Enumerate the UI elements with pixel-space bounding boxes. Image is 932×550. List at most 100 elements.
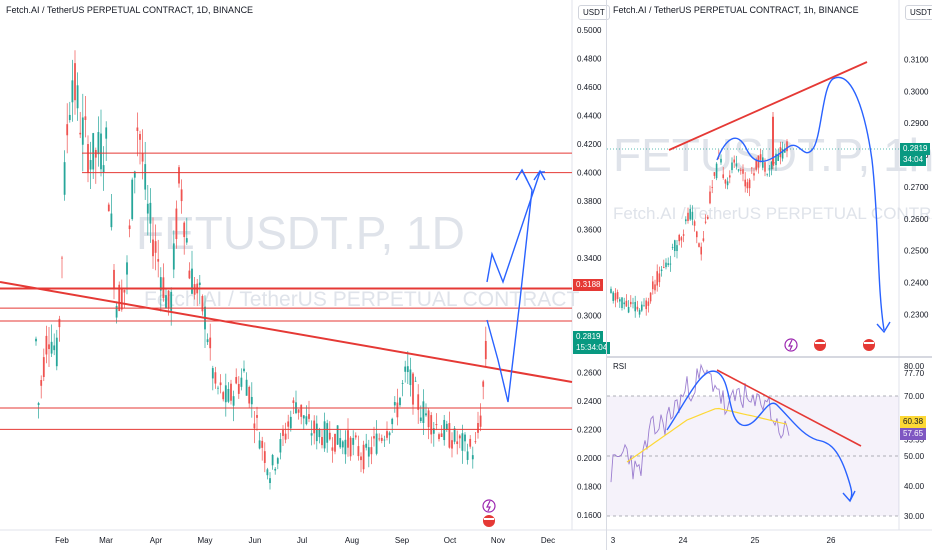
currency-button[interactable]: USDT bbox=[905, 5, 932, 20]
candle-body bbox=[680, 237, 683, 241]
candle-body bbox=[432, 428, 435, 434]
candle-body bbox=[334, 433, 336, 452]
candle-body bbox=[360, 456, 362, 461]
candle-body bbox=[464, 434, 466, 442]
lightning-glyph-icon bbox=[486, 500, 491, 512]
candle-body bbox=[753, 173, 755, 176]
candle-body bbox=[209, 337, 212, 349]
candle-body bbox=[399, 397, 401, 406]
candle-body bbox=[711, 187, 713, 188]
candle-body bbox=[240, 377, 243, 387]
price-tick-label: 0.2300 bbox=[904, 310, 929, 319]
rsi-ma-tag: 60.38 bbox=[900, 416, 927, 428]
candle-body bbox=[698, 243, 700, 247]
candle-body bbox=[227, 388, 230, 402]
daily-chart-panel[interactable]: FETUSDT.P, 1D Fetch.AI / TetherUS PERPET… bbox=[0, 0, 611, 550]
candle-body bbox=[630, 301, 632, 305]
candle-body bbox=[201, 296, 204, 312]
descending-trendline bbox=[0, 281, 573, 383]
candle-body bbox=[261, 440, 264, 448]
time-tick-label: Aug bbox=[345, 536, 359, 545]
candle-body bbox=[380, 437, 383, 441]
candle-body bbox=[786, 141, 788, 152]
us-flag-event-icon[interactable] bbox=[863, 339, 875, 351]
candle-body bbox=[198, 282, 201, 286]
candle-body bbox=[55, 337, 58, 367]
candle-body bbox=[63, 162, 66, 195]
candle-body bbox=[250, 396, 253, 405]
candle-body bbox=[235, 377, 238, 384]
candle-body bbox=[256, 415, 258, 418]
candle-body bbox=[370, 447, 373, 455]
candle-body bbox=[136, 127, 139, 131]
candle-body bbox=[167, 290, 170, 309]
arrow-head-a-icon bbox=[515, 168, 528, 181]
price-tick-label: 0.3100 bbox=[904, 55, 929, 64]
candle-body bbox=[458, 435, 461, 439]
candle-body bbox=[412, 373, 414, 405]
candle-body bbox=[707, 216, 709, 219]
lightning-event-icon[interactable] bbox=[482, 499, 496, 513]
candle-body bbox=[453, 428, 456, 442]
candle-body bbox=[764, 162, 766, 172]
candle-body bbox=[729, 175, 731, 178]
daily-chart-canvas[interactable]: 0.5000 0.4800 0.4600 0.4400 0.4200 0.4000 0.38… bbox=[0, 0, 606, 550]
candle-body bbox=[781, 149, 784, 159]
candle-body bbox=[685, 219, 687, 222]
candle-body bbox=[97, 132, 100, 155]
candle-body bbox=[214, 372, 217, 384]
time-tick-label: Jun bbox=[249, 536, 262, 545]
price-tick-label: 0.4600 bbox=[577, 83, 602, 92]
candle-body bbox=[375, 433, 378, 454]
candle-body bbox=[141, 153, 144, 162]
candle-body bbox=[775, 153, 777, 166]
price-axis: 0.5000 0.4800 0.4600 0.4400 0.4200 0.4000 0.38… bbox=[577, 26, 602, 520]
candle-body bbox=[777, 154, 779, 161]
us-flag-event-icon[interactable] bbox=[483, 515, 495, 527]
rsi-tick-label: 40.00 bbox=[904, 482, 925, 491]
lightning-glyph-icon bbox=[788, 339, 793, 351]
candle-body bbox=[643, 305, 645, 307]
candle-body bbox=[157, 259, 160, 262]
candle-body bbox=[396, 402, 399, 418]
rsi-projection-path bbox=[666, 370, 853, 501]
candle-body bbox=[632, 302, 634, 304]
chart-title: Fetch.AI / TetherUS PERPETUAL CONTRACT, … bbox=[6, 5, 254, 15]
candle-body bbox=[315, 423, 318, 442]
price-tick-label: 0.2400 bbox=[904, 279, 929, 288]
candle-body bbox=[654, 284, 656, 291]
candle-body bbox=[430, 415, 433, 435]
price-tick-label: 0.1800 bbox=[577, 482, 602, 491]
hourly-chart-canvas[interactable]: 0.31000.30000.29000.28000.27000.26000.25… bbox=[607, 0, 932, 550]
candle-body bbox=[663, 267, 665, 268]
candle-body bbox=[245, 379, 248, 396]
rising-trendline bbox=[668, 61, 868, 151]
price-tick-label: 0.4400 bbox=[577, 112, 602, 121]
candle-body bbox=[318, 429, 321, 438]
candle-body bbox=[373, 436, 375, 439]
candle-body bbox=[713, 172, 716, 176]
candle-body bbox=[323, 421, 326, 449]
candle-body bbox=[115, 305, 118, 318]
candle-body bbox=[645, 300, 647, 310]
candle-body bbox=[638, 309, 641, 315]
time-tick-label: 25 bbox=[751, 536, 760, 545]
rsi-tick-label: 70.00 bbox=[904, 392, 925, 401]
price-tick-label: 0.1600 bbox=[577, 511, 602, 520]
candle-body bbox=[660, 269, 663, 272]
candle-body bbox=[113, 269, 115, 289]
candle-body bbox=[409, 369, 412, 386]
time-tick-label: 3 bbox=[611, 536, 616, 545]
rsi-tick-label: 77.70 bbox=[904, 369, 925, 378]
us-flag-event-icon[interactable] bbox=[814, 339, 826, 351]
candle-body bbox=[667, 263, 669, 265]
candle-body bbox=[482, 381, 485, 387]
candle-body bbox=[378, 438, 381, 440]
candle-body bbox=[84, 116, 87, 120]
candle-body bbox=[445, 423, 448, 430]
candle-body bbox=[100, 133, 102, 170]
candle-body bbox=[185, 238, 188, 243]
currency-button[interactable]: USDT bbox=[578, 5, 610, 20]
lightning-event-icon[interactable] bbox=[784, 338, 798, 352]
hourly-chart-panel[interactable]: FETUSDT.P, 1h Fetch.AI / TetherUS PERPET… bbox=[606, 0, 932, 550]
